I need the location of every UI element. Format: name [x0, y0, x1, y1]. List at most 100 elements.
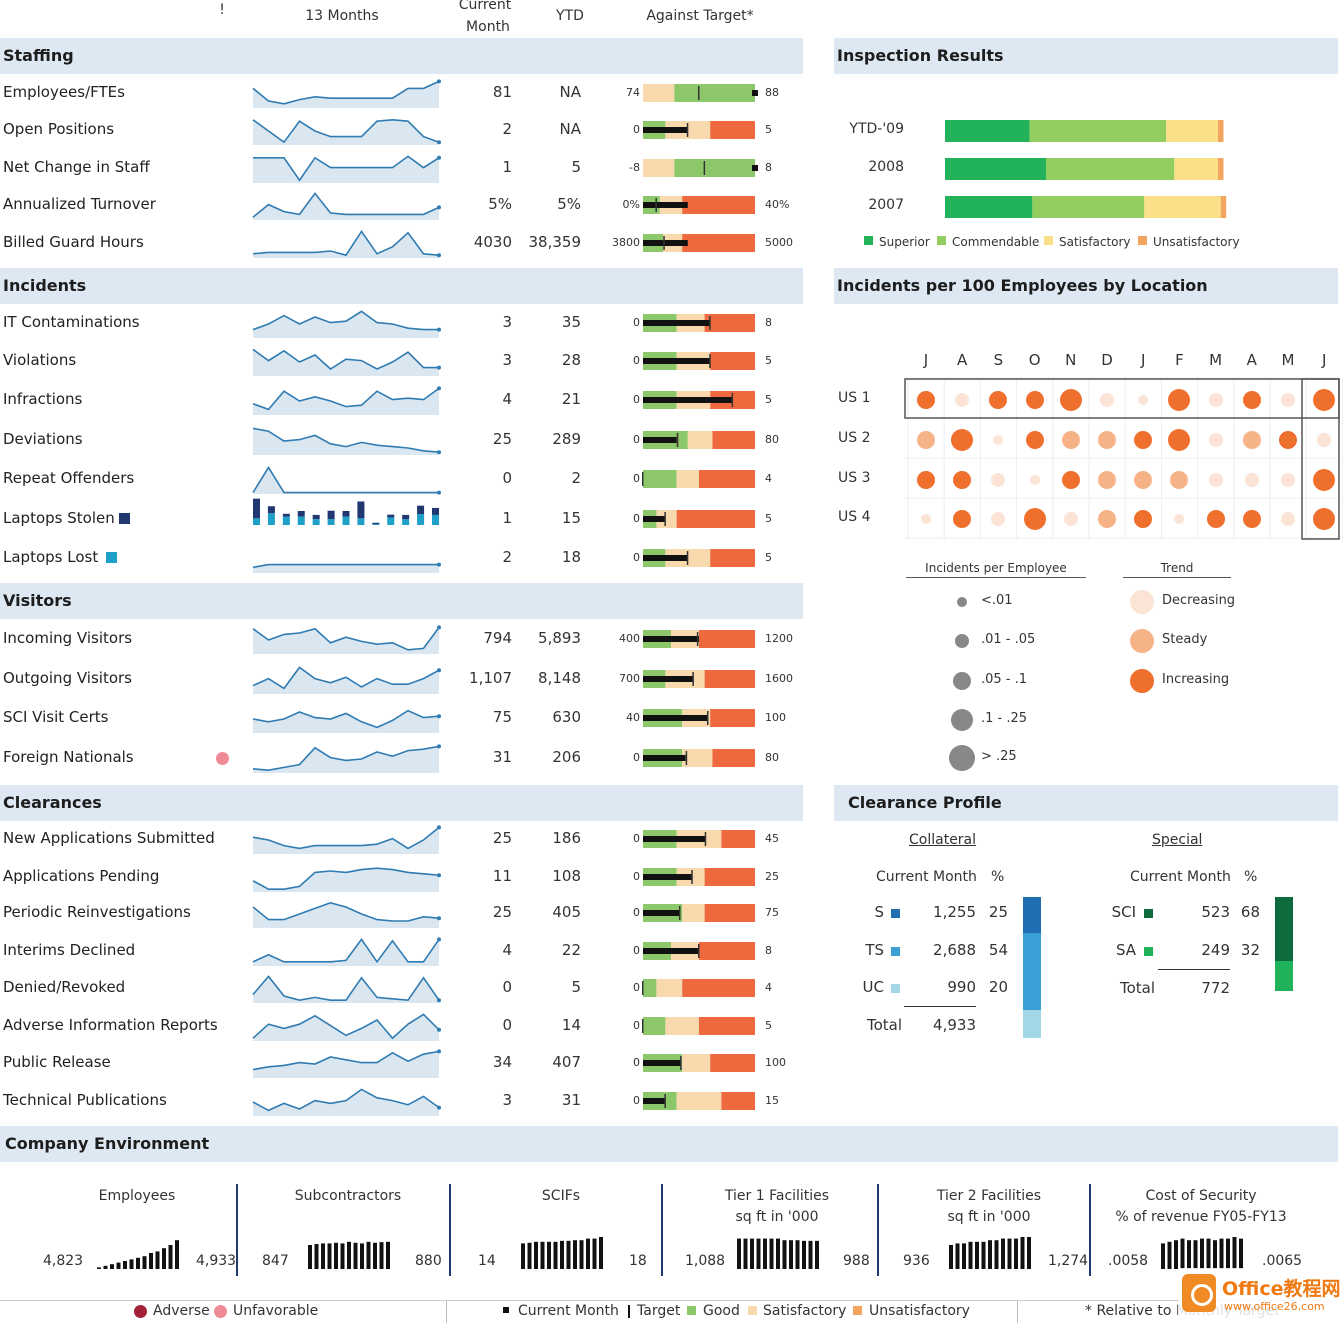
company-panel-end: 4,933	[196, 1253, 237, 1269]
ytd-value: 31	[561, 1091, 581, 1109]
current-bar	[643, 636, 699, 642]
company-bar	[988, 1240, 992, 1269]
office-logo-ring	[1191, 1284, 1213, 1306]
collateral-label: S	[874, 903, 884, 921]
company-bar	[802, 1240, 806, 1269]
company-bar	[97, 1267, 101, 1269]
sparkline-area	[253, 428, 439, 455]
bullet-chart	[643, 510, 755, 528]
satisfactory-range	[656, 979, 683, 997]
row-label: Annualized Turnover	[3, 195, 156, 213]
company-bar	[566, 1240, 571, 1269]
sparkline-endpoint	[437, 998, 441, 1003]
current-marker	[752, 165, 758, 171]
sparkline	[253, 155, 441, 183]
incident-bubble	[1098, 471, 1116, 489]
current-bar	[643, 755, 686, 761]
current-month-value: 3	[502, 351, 512, 369]
sparkline	[252, 1013, 441, 1041]
watermark-brand: Office教程网	[1222, 1278, 1341, 1300]
current-bar	[643, 240, 688, 246]
ytd-value: 5,893	[538, 629, 581, 647]
inspection-segment	[1029, 120, 1167, 142]
month-header: J	[1140, 351, 1146, 369]
special-swatch	[1144, 947, 1153, 956]
target-marker	[655, 198, 657, 212]
company-panel-start: 14	[478, 1253, 496, 1269]
incident-bubble	[917, 431, 935, 449]
company-panel-end: 18	[629, 1253, 647, 1269]
inspection-year: 2008	[868, 159, 904, 175]
good-range	[643, 470, 677, 488]
current-bar	[643, 1060, 682, 1066]
unsatisfactory-range	[682, 196, 755, 214]
current-bar	[643, 1098, 666, 1104]
company-bar-chart	[949, 1237, 1031, 1269]
bullet-chart	[643, 234, 755, 252]
target-max: 4	[765, 981, 772, 994]
sparkline	[252, 1049, 441, 1078]
incident-bubble	[1025, 431, 1044, 449]
sparkline	[252, 427, 441, 455]
company-bar	[586, 1238, 590, 1269]
sparkline-line	[252, 1013, 440, 1040]
unsatisfactory-range	[682, 979, 755, 997]
incident-bubble	[1242, 510, 1261, 528]
laptops-lost-bar	[417, 514, 425, 525]
inspection-segment	[1046, 158, 1175, 180]
sparkline-area	[253, 193, 439, 220]
inspection-year: YTD-'09	[849, 121, 904, 137]
sparkline-area	[253, 1051, 439, 1078]
laptops-lost-bar	[297, 516, 305, 525]
company-bar	[116, 1262, 121, 1269]
sparkline-endpoint	[437, 155, 441, 160]
satisfactory-range	[682, 1054, 711, 1072]
location-label: US 2	[838, 430, 871, 446]
sparkline-endpoint	[437, 365, 441, 370]
sparkline-endpoint	[437, 386, 441, 391]
bullet-chart	[642, 470, 755, 488]
sparkline-area	[253, 156, 439, 183]
company-bar	[955, 1243, 960, 1269]
current-month-value: 4	[502, 941, 512, 959]
sparkline-line	[252, 80, 440, 105]
target-marker	[685, 751, 688, 765]
row-label: Net Change in Staff	[3, 158, 150, 176]
size-legend-label: > .25	[981, 749, 1017, 764]
sparkline-line	[252, 465, 439, 494]
bullet-chart	[643, 1054, 755, 1072]
current-month-value: 4030	[473, 233, 512, 251]
size-legend-dot	[955, 634, 969, 648]
section-title: Incidents	[3, 276, 87, 295]
watermark: Office教程网 www.office26.com	[1178, 1268, 1341, 1320]
bullet-chart	[643, 749, 755, 767]
inspection-legend-label: Unsatisfactory	[1153, 235, 1240, 249]
sparkline-line	[252, 975, 440, 1002]
company-bar	[534, 1241, 538, 1269]
ytd-value: 28	[561, 351, 581, 369]
inspection-segment	[945, 196, 1033, 218]
month-header: M	[1281, 351, 1295, 369]
inspection-year: 2007	[868, 197, 904, 213]
incident-bubble	[955, 393, 970, 407]
footer-divider	[446, 1301, 447, 1323]
company-bar	[162, 1248, 166, 1269]
current-month-value: 34	[492, 1053, 512, 1071]
target-max: 75	[765, 906, 779, 919]
collateral-cm-header: Current Month	[876, 869, 977, 885]
company-bar	[769, 1238, 774, 1269]
company-bar	[795, 1240, 800, 1269]
satisfactory-range	[682, 904, 705, 922]
inspection-legend-swatch	[1138, 236, 1147, 245]
row-label: IT Contaminations	[3, 313, 140, 331]
target-marker	[703, 161, 706, 175]
current-bar	[643, 555, 688, 561]
company-bar	[776, 1238, 780, 1269]
sparkline-line	[252, 1088, 440, 1112]
target-min: 0	[633, 751, 640, 764]
target-min: 74	[626, 86, 640, 99]
sparkline-area	[253, 1014, 439, 1041]
target-min: 0	[633, 906, 640, 919]
office-logo-icon	[1182, 1274, 1216, 1312]
bullet-chart	[643, 670, 755, 688]
